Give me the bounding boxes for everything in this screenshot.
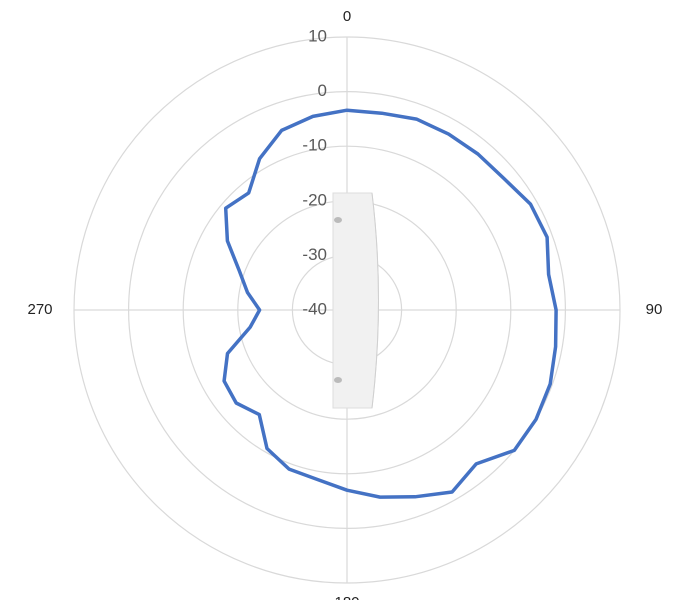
r-tick-label: -20: [302, 190, 327, 209]
r-tick-label: 0: [318, 81, 327, 100]
angle-label: 180: [334, 594, 359, 600]
r-tick-label: -40: [302, 299, 327, 318]
device-image: [332, 192, 379, 409]
angle-label: 0: [343, 8, 351, 25]
r-tick-label: -10: [302, 136, 327, 155]
pattern-line: [222, 108, 558, 499]
angle-label: 90: [646, 301, 663, 318]
angle-label: 270: [27, 301, 52, 318]
r-tick-label: 10: [308, 26, 327, 45]
r-tick-label: -30: [302, 245, 327, 264]
